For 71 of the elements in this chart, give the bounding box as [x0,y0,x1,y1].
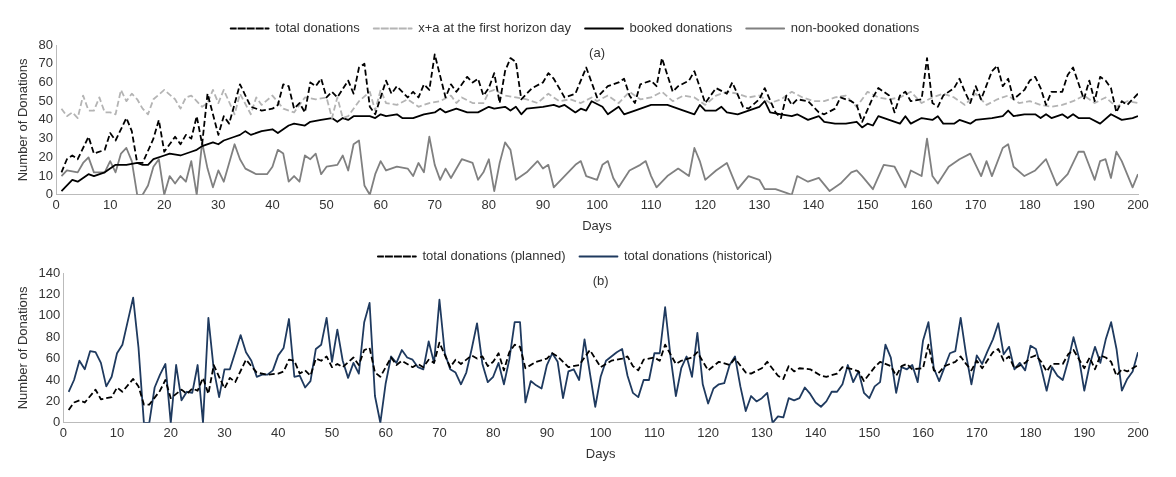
y-tick-label: 70 [38,55,54,71]
legend-label: booked donations [629,20,733,36]
annotation: (b) [592,273,609,289]
x-tick-label: 180 [1019,425,1042,441]
x-tick-label: 140 [802,197,825,213]
x-tick-label: 10 [102,197,118,213]
x-tick-label: 110 [640,197,662,213]
x-tick-label: 90 [539,425,555,441]
y-tick-label: 100 [38,307,61,323]
x-tick-label: 30 [211,197,226,213]
x-tick-label: 90 [535,197,551,213]
x-tick-label: 170 [964,197,987,213]
x-tick-label: 160 [910,197,933,213]
legend-label: total donations (historical) [623,248,773,264]
x-tick-label: 30 [217,425,232,441]
x-tick-label: 80 [485,425,501,441]
x-tick-label: 80 [481,197,497,213]
y-tick-label: 140 [38,264,61,280]
y-tick-label: 40 [38,111,54,127]
y-tick-label: 80 [45,328,61,344]
x-tick-label: 20 [157,197,172,213]
x-tick-label: 50 [324,425,340,441]
y-tick-label: 0 [45,186,54,202]
y-tick-label: 40 [45,371,61,387]
y-tick-label: 120 [38,285,61,301]
y-tick-label: 10 [38,167,54,183]
x-tick-label: 60 [373,197,388,213]
x-tick-label: 60 [378,425,393,441]
x-tick-label: 130 [748,197,771,213]
x-tick-label: 70 [427,197,442,213]
x-tick-label: 200 [1127,425,1149,441]
y-tick-label: 60 [38,74,54,90]
x-axis-title: Days [585,445,616,461]
x-tick-label: 120 [694,197,717,213]
x-tick-label: 10 [109,425,125,441]
x-tick-label: 100 [589,425,612,441]
legend-label: total donations [275,20,361,36]
y-axis-title: Number of Donations [15,57,31,182]
x-tick-label: 130 [751,425,773,441]
x-tick-label: 170 [965,425,988,441]
x-tick-label: 120 [697,425,719,441]
y-tick-label: 30 [38,130,54,146]
x-tick-label: 200 [1127,197,1149,213]
x-tick-label: 70 [432,425,447,441]
x-tick-label: 190 [1073,425,1096,441]
y-tick-label: 0 [53,414,61,430]
x-tick-label: 110 [644,425,665,441]
x-tick-label: 50 [319,197,334,213]
legend-label: x+a at the first horizon day [418,20,572,36]
y-tick-label: 80 [38,36,54,52]
x-tick-label: 150 [856,197,879,213]
line-series [60,89,1138,119]
y-tick-label: 20 [45,392,61,408]
y-tick-label: 20 [38,148,54,164]
x-tick-label: 140 [804,425,827,441]
legend-label: non-booked donations [790,20,920,36]
legend-label: total donations (planned) [422,248,566,264]
x-tick-label: 190 [1073,197,1095,213]
x-tick-label: 40 [265,197,280,213]
line-series [67,341,1138,411]
x-tick-label: 180 [1018,197,1041,213]
x-axis-title: Days [582,217,613,233]
y-tick-label: 50 [38,92,54,108]
x-tick-label: 40 [271,425,286,441]
y-axis-title: Number of Donations [15,285,31,410]
x-tick-label: 20 [163,425,178,441]
x-tick-label: 160 [912,425,934,441]
annotation: (a) [589,45,605,61]
x-tick-label: 150 [858,425,881,441]
y-tick-label: 60 [45,350,61,366]
x-tick-label: 100 [586,197,608,213]
